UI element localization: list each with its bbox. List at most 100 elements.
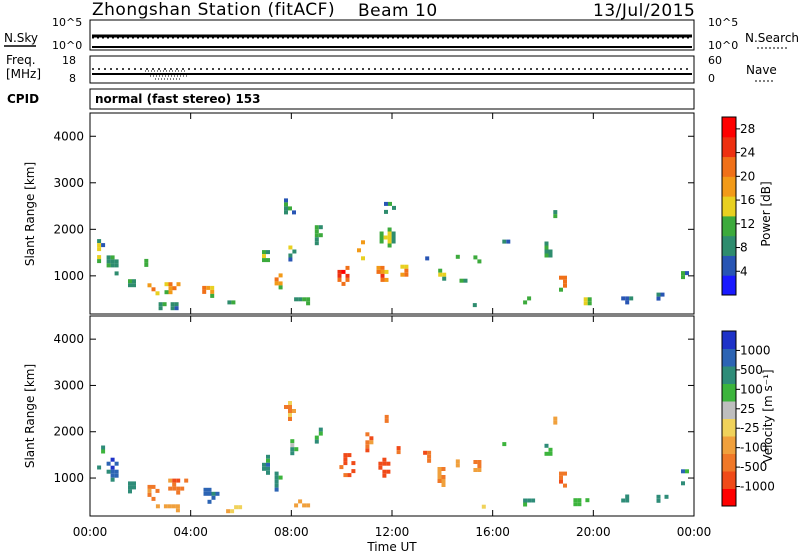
power-cell [151,287,156,292]
velocity-cell [155,504,160,509]
power-cell [384,209,388,214]
power-cell [345,277,350,282]
velocity-cell [427,458,432,463]
velocity-cell [151,496,156,501]
velocity-cell [314,439,319,444]
velocity-cell [175,504,180,509]
velocity-cell [215,491,220,496]
velocity-cell [427,454,432,459]
velocity-cell [386,461,391,466]
velocity-cell [437,471,442,475]
cpid-mode: normal (fast stereo) 153 [95,92,261,106]
power-cell [361,256,365,261]
power-cell [548,249,553,254]
velocity-cell [106,461,111,466]
power-cell [438,272,443,277]
power-cell [128,279,132,284]
velocity-colorbar-tick: -100 [740,441,767,455]
power-cell [170,302,175,307]
velocity-cell [171,504,176,509]
power-colorbar: 4 8 12 16 20 24 28 [721,116,755,296]
velocity-panel: 1000 2000 3000 4000 Slant Range [km] 1000 50… [23,315,775,517]
velocity-cell [441,479,446,483]
velocity-colorbar-tick: -1000 [740,480,775,494]
power-cell [660,292,665,297]
power-cell [110,259,115,264]
nsearch-label: N.Search [745,31,799,45]
power-cell [387,243,392,248]
power-cell [278,273,283,278]
power-cell [379,239,384,244]
velocity-cell [351,461,356,466]
velocity-colorbar-tick: -500 [740,460,767,474]
velocity-cell [577,498,582,503]
power-cell [442,276,447,281]
velocity-cell [553,420,558,425]
power-cell [442,272,447,277]
velocity-cell [298,499,303,504]
date-label: 13/Jul/2015 [593,1,695,21]
power-cell [391,231,396,236]
beam-label: Beam 10 [358,1,438,21]
power-cell [266,250,270,255]
power-cell [106,259,111,264]
velocity-cell [110,477,115,482]
power-cell [376,265,381,270]
velocity-cell [347,453,352,458]
power-cell [380,269,385,274]
power-cell [438,268,443,273]
power-cell [262,254,266,259]
velocity-cell [101,449,106,454]
velocity-cell [274,487,279,492]
power-cell [144,262,149,267]
velocity-cell [172,486,177,491]
velocity-cell [441,467,446,471]
power-cell [391,235,396,240]
velocity-cell [128,481,132,486]
velocity-cell [294,503,299,508]
velocity-cell [147,492,152,497]
power-cell [681,275,685,280]
power-cell [172,286,177,291]
power-cell [404,264,409,269]
power-cell [110,263,115,268]
power-cell [128,283,132,288]
velocity-colorbar-tick: 25 [740,402,755,416]
power-cell [284,206,288,211]
velocity-cell [544,443,549,448]
power-ylabel: Slant Range [km] [23,162,37,266]
velocity-cell [230,509,235,514]
velocity-cell [110,457,115,462]
power-cell [176,282,181,287]
power-cell [387,231,392,236]
power-cell [101,243,106,248]
power-cell [306,297,311,302]
power-cell [314,225,319,230]
velocity-cell [386,469,391,474]
velocity-cell [97,465,102,470]
power-cell [314,233,319,238]
power-cell [168,282,173,287]
velocity-cell [441,483,446,487]
power-cell [170,306,175,311]
power-cell [337,269,342,274]
velocity-cell [292,409,296,413]
power-cell [202,289,207,294]
power-cell [387,235,392,240]
time-tick-label: 00:00 [73,525,108,539]
velocity-cell [396,450,401,455]
power-cell [544,245,549,250]
velocity-cell [527,498,532,503]
velocity-cell [625,498,630,503]
power-cell [629,296,634,301]
velocity-cell [656,498,661,503]
velocity-cell [176,478,181,483]
power-cell [392,205,396,210]
velocity-cell [290,447,295,452]
velocity-cell [128,489,132,494]
power-cell [384,269,389,274]
power-cell [621,296,626,301]
power-cell [391,239,396,244]
power-cell [174,302,179,307]
power-cell [162,302,167,307]
